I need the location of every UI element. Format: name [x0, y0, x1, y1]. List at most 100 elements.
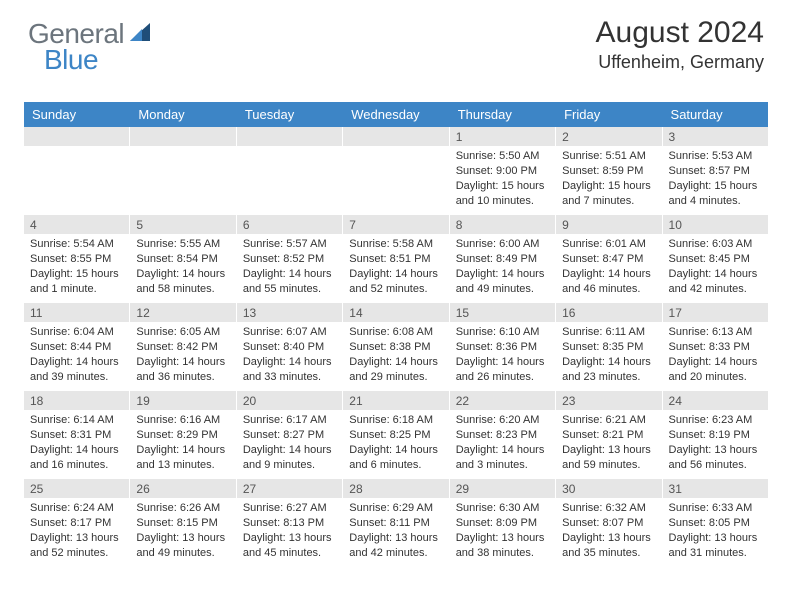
week-row: 1 Sunrise: 5:50 AMSunset: 9:00 PMDaylight…: [24, 127, 768, 215]
day-cell: 24Sunrise: 6:23 AMSunset: 8:19 PMDayligh…: [663, 391, 768, 479]
sunset-text: Sunset: 8:21 PM: [562, 428, 655, 443]
sunrise-text: Sunrise: 5:50 AM: [456, 149, 549, 164]
day-cell: 25Sunrise: 6:24 AMSunset: 8:17 PMDayligh…: [24, 479, 130, 567]
sunset-text: Sunset: 8:44 PM: [30, 340, 123, 355]
day-number: 24: [663, 391, 768, 410]
day-details: Sunrise: 6:08 AMSunset: 8:38 PMDaylight:…: [343, 322, 448, 390]
day-cell: 10Sunrise: 6:03 AMSunset: 8:45 PMDayligh…: [663, 215, 768, 303]
sunrise-text: Sunrise: 6:26 AM: [136, 501, 229, 516]
daylight-text: Daylight: 14 hours and 20 minutes.: [669, 355, 762, 385]
sunrise-text: Sunrise: 6:29 AM: [349, 501, 442, 516]
day-number: 15: [450, 303, 555, 322]
weekday-header: Saturday: [663, 102, 768, 127]
day-details: Sunrise: 6:00 AMSunset: 8:49 PMDaylight:…: [450, 234, 555, 302]
day-number: 20: [237, 391, 342, 410]
sunrise-text: Sunrise: 6:18 AM: [349, 413, 442, 428]
day-number: 1: [450, 127, 555, 146]
day-details: [237, 146, 342, 206]
daylight-text: Daylight: 14 hours and 42 minutes.: [669, 267, 762, 297]
day-details: Sunrise: 6:20 AMSunset: 8:23 PMDaylight:…: [450, 410, 555, 478]
day-cell: 14Sunrise: 6:08 AMSunset: 8:38 PMDayligh…: [343, 303, 449, 391]
sunset-text: Sunset: 9:00 PM: [456, 164, 549, 179]
daylight-text: Daylight: 13 hours and 52 minutes.: [30, 531, 123, 561]
weekday-header: Monday: [130, 102, 236, 127]
sunset-text: Sunset: 8:45 PM: [669, 252, 762, 267]
sunrise-text: Sunrise: 6:00 AM: [456, 237, 549, 252]
day-cell: 20Sunrise: 6:17 AMSunset: 8:27 PMDayligh…: [237, 391, 343, 479]
sunset-text: Sunset: 8:42 PM: [136, 340, 229, 355]
sunrise-text: Sunrise: 5:54 AM: [30, 237, 123, 252]
weekday-header: Friday: [556, 102, 662, 127]
sunset-text: Sunset: 8:31 PM: [30, 428, 123, 443]
weekday-header: Tuesday: [237, 102, 343, 127]
daylight-text: Daylight: 15 hours and 10 minutes.: [456, 179, 549, 209]
sunset-text: Sunset: 8:55 PM: [30, 252, 123, 267]
sunset-text: Sunset: 8:36 PM: [456, 340, 549, 355]
day-number: 4: [24, 215, 129, 234]
sunset-text: Sunset: 8:35 PM: [562, 340, 655, 355]
day-cell: 17Sunrise: 6:13 AMSunset: 8:33 PMDayligh…: [663, 303, 768, 391]
logo-sail-icon: [128, 21, 152, 48]
daylight-text: Daylight: 14 hours and 58 minutes.: [136, 267, 229, 297]
sunrise-text: Sunrise: 6:24 AM: [30, 501, 123, 516]
weekday-header: Wednesday: [343, 102, 449, 127]
sunset-text: Sunset: 8:51 PM: [349, 252, 442, 267]
week-row: 4Sunrise: 5:54 AMSunset: 8:55 PMDaylight…: [24, 215, 768, 303]
day-number: 21: [343, 391, 448, 410]
sunset-text: Sunset: 8:29 PM: [136, 428, 229, 443]
day-number: 17: [663, 303, 768, 322]
day-details: Sunrise: 6:16 AMSunset: 8:29 PMDaylight:…: [130, 410, 235, 478]
daylight-text: Daylight: 14 hours and 16 minutes.: [30, 443, 123, 473]
sunrise-text: Sunrise: 5:53 AM: [669, 149, 762, 164]
title-block: August 2024 Uffenheim, Germany: [596, 16, 764, 73]
day-number: 6: [237, 215, 342, 234]
sunrise-text: Sunrise: 5:51 AM: [562, 149, 655, 164]
sunrise-text: Sunrise: 6:08 AM: [349, 325, 442, 340]
daylight-text: Daylight: 15 hours and 1 minute.: [30, 267, 123, 297]
day-details: Sunrise: 6:01 AMSunset: 8:47 PMDaylight:…: [556, 234, 661, 302]
day-cell: 1 Sunrise: 5:50 AMSunset: 9:00 PMDaylight…: [450, 127, 556, 215]
day-cell: 15Sunrise: 6:10 AMSunset: 8:36 PMDayligh…: [450, 303, 556, 391]
day-cell: [343, 127, 449, 215]
day-cell: 28Sunrise: 6:29 AMSunset: 8:11 PMDayligh…: [343, 479, 449, 567]
daylight-text: Daylight: 13 hours and 38 minutes.: [456, 531, 549, 561]
sunrise-text: Sunrise: 6:14 AM: [30, 413, 123, 428]
day-number: 9: [556, 215, 661, 234]
sunset-text: Sunset: 8:27 PM: [243, 428, 336, 443]
sunset-text: Sunset: 8:57 PM: [669, 164, 762, 179]
daylight-text: Daylight: 13 hours and 42 minutes.: [349, 531, 442, 561]
day-number: 27: [237, 479, 342, 498]
daylight-text: Daylight: 14 hours and 3 minutes.: [456, 443, 549, 473]
daylight-text: Daylight: 13 hours and 49 minutes.: [136, 531, 229, 561]
day-cell: [130, 127, 236, 215]
day-cell: [24, 127, 130, 215]
day-number: 11: [24, 303, 129, 322]
day-number: 30: [556, 479, 661, 498]
sunrise-text: Sunrise: 5:58 AM: [349, 237, 442, 252]
sunset-text: Sunset: 8:54 PM: [136, 252, 229, 267]
weekday-header: Sunday: [24, 102, 130, 127]
daylight-text: Daylight: 14 hours and 49 minutes.: [456, 267, 549, 297]
sunrise-text: Sunrise: 6:23 AM: [669, 413, 762, 428]
day-details: Sunrise: 6:05 AMSunset: 8:42 PMDaylight:…: [130, 322, 235, 390]
day-number: 23: [556, 391, 661, 410]
daylight-text: Daylight: 14 hours and 29 minutes.: [349, 355, 442, 385]
day-cell: 6Sunrise: 5:57 AMSunset: 8:52 PMDaylight…: [237, 215, 343, 303]
day-details: Sunrise: 6:14 AMSunset: 8:31 PMDaylight:…: [24, 410, 129, 478]
sunrise-text: Sunrise: 6:27 AM: [243, 501, 336, 516]
day-details: Sunrise: 6:33 AMSunset: 8:05 PMDaylight:…: [663, 498, 768, 566]
daylight-text: Daylight: 14 hours and 23 minutes.: [562, 355, 655, 385]
daylight-text: Daylight: 14 hours and 33 minutes.: [243, 355, 336, 385]
sunset-text: Sunset: 8:25 PM: [349, 428, 442, 443]
sunset-text: Sunset: 8:09 PM: [456, 516, 549, 531]
day-cell: 26Sunrise: 6:26 AMSunset: 8:15 PMDayligh…: [130, 479, 236, 567]
weekday-header-row: SundayMondayTuesdayWednesdayThursdayFrid…: [24, 102, 768, 127]
day-cell: 13Sunrise: 6:07 AMSunset: 8:40 PMDayligh…: [237, 303, 343, 391]
sunset-text: Sunset: 8:11 PM: [349, 516, 442, 531]
sunset-text: Sunset: 8:05 PM: [669, 516, 762, 531]
daylight-text: Daylight: 14 hours and 55 minutes.: [243, 267, 336, 297]
sunrise-text: Sunrise: 6:33 AM: [669, 501, 762, 516]
sunrise-text: Sunrise: 5:55 AM: [136, 237, 229, 252]
sunset-text: Sunset: 8:52 PM: [243, 252, 336, 267]
sunset-text: Sunset: 8:38 PM: [349, 340, 442, 355]
